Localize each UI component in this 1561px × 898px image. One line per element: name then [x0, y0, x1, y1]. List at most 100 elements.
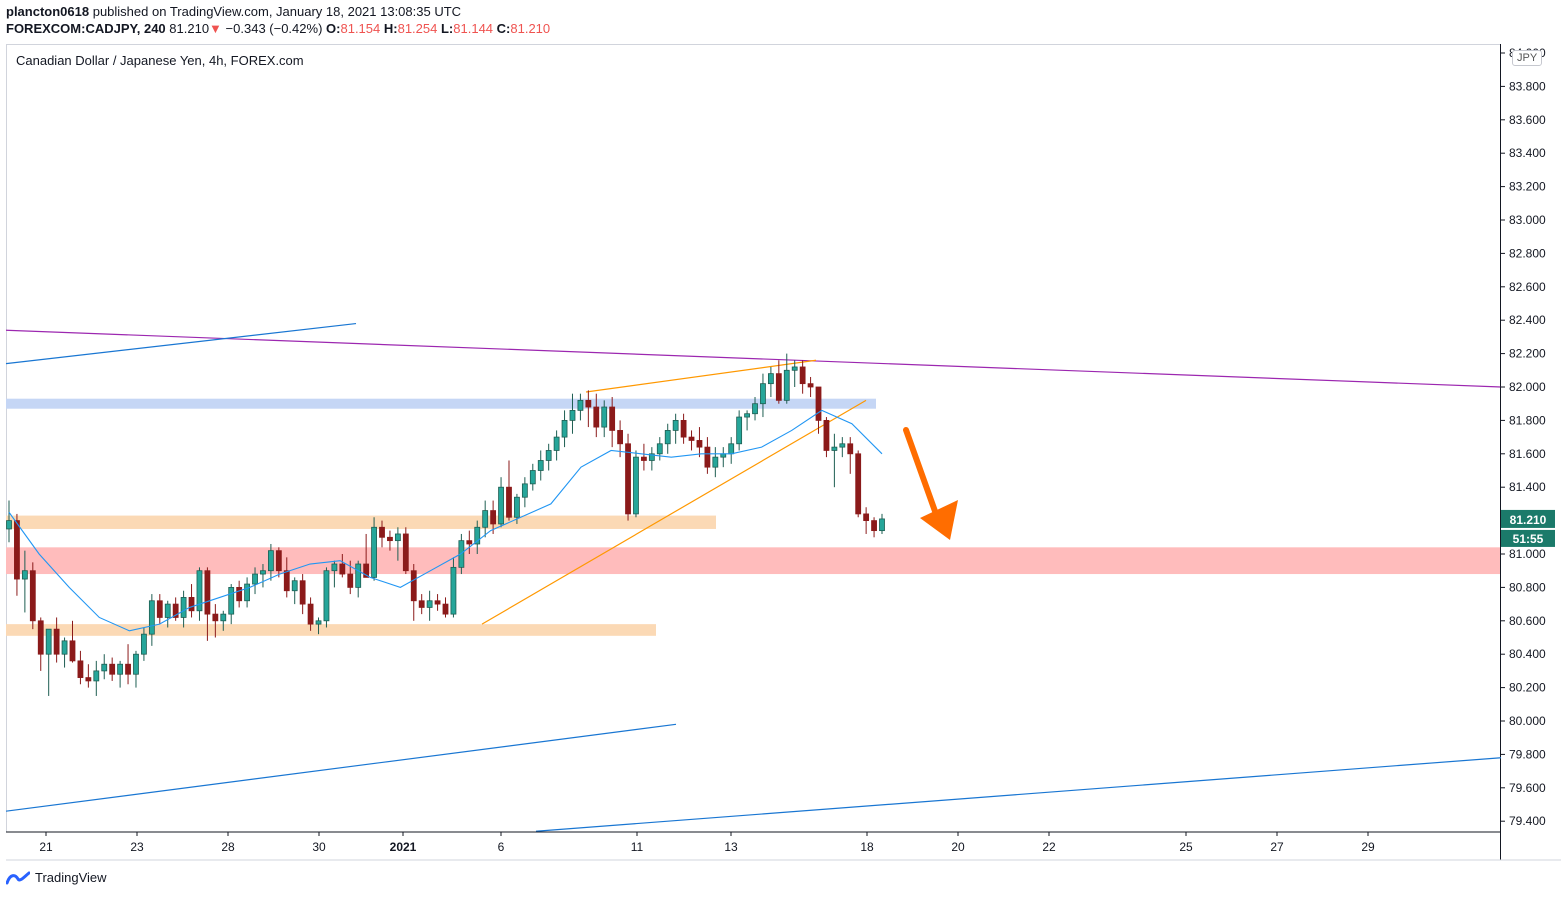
candle-body — [767, 373, 774, 385]
price-tick-label: 83.600 — [1509, 113, 1546, 127]
candle-body — [633, 456, 639, 515]
candle-body — [839, 443, 846, 448]
candle-body — [371, 526, 377, 578]
high-label: H: — [383, 21, 398, 36]
candle-body — [196, 570, 203, 612]
candle-body — [109, 663, 116, 675]
candle-body — [736, 416, 743, 445]
time-tick-label: 13 — [724, 840, 738, 854]
candle-body — [133, 653, 139, 675]
symbol-label: FOREXCOM:CADJPY, 240 — [6, 21, 166, 36]
candle-body — [323, 570, 330, 622]
candle-body — [69, 640, 76, 662]
candle-body — [37, 620, 44, 655]
candle-body — [752, 403, 758, 415]
currency-badge[interactable]: JPY — [1512, 50, 1543, 66]
time-tick-label: 27 — [1270, 840, 1284, 854]
price-tick-label: 83.800 — [1509, 79, 1546, 93]
candle-body — [791, 366, 798, 371]
price-tick-label: 80.400 — [1509, 647, 1546, 661]
candle-body — [220, 613, 227, 622]
wedge-lower-line — [481, 399, 867, 625]
chart-pane[interactable] — [6, 44, 1501, 832]
time-tick-label: 29 — [1361, 840, 1375, 854]
candle-body — [148, 600, 155, 635]
open-value: 81.154 — [340, 21, 381, 36]
candle-body — [744, 413, 750, 418]
footer-brand[interactable]: TradingView — [6, 870, 107, 885]
candle-body — [53, 628, 60, 655]
candle-body — [85, 677, 92, 682]
candle-body — [212, 613, 219, 622]
candle-body — [593, 406, 600, 428]
candle-body — [728, 443, 735, 455]
candle-body — [863, 513, 870, 521]
lower-channel-line — [535, 757, 1502, 832]
low-value: 81.144 — [453, 21, 494, 36]
candle-body — [871, 520, 877, 532]
candle-body — [466, 540, 473, 545]
candle-body — [680, 419, 687, 438]
time-tick-label: 2021 — [390, 840, 417, 854]
publisher-line: plancton0618 published on TradingView.co… — [6, 4, 461, 19]
candle-body — [704, 446, 711, 468]
candle-body — [585, 399, 592, 408]
candle-body — [402, 533, 409, 572]
candle-body — [815, 386, 822, 421]
candle-body — [6, 520, 12, 530]
chart-legend: Canadian Dollar / Japanese Yen, 4h, FORE… — [16, 53, 304, 68]
footer-brand-label: TradingView — [35, 870, 107, 885]
candle-body — [267, 550, 274, 572]
candle-body — [188, 597, 195, 612]
candle-body — [521, 483, 528, 498]
time-tick-label: 22 — [1042, 840, 1056, 854]
candle-body — [339, 563, 346, 575]
open-label: O: — [326, 21, 341, 36]
candle-body — [450, 566, 457, 615]
time-tick-label: 21 — [39, 840, 53, 854]
price-axis[interactable] — [1500, 44, 1561, 860]
candle-body — [672, 419, 679, 431]
candle-body — [77, 660, 84, 678]
candle-body — [775, 373, 782, 401]
candle-body — [156, 600, 163, 618]
candle-body — [696, 440, 703, 448]
moving-average-line — [8, 409, 883, 632]
candle-body — [307, 603, 314, 625]
candle-body — [688, 436, 695, 441]
resistance-zone-blue — [6, 398, 876, 409]
candle-body — [394, 533, 401, 542]
candle-body — [545, 450, 552, 461]
candle-body — [442, 603, 449, 615]
candle-body — [363, 563, 370, 578]
candle-body — [204, 570, 211, 615]
candle-body — [29, 570, 36, 622]
price-tick-label: 80.800 — [1509, 580, 1546, 594]
candle-body — [514, 496, 520, 518]
candle-body — [561, 419, 568, 438]
candle-body — [347, 573, 354, 588]
down-arrow-icon: ▼ — [209, 21, 222, 36]
candle-body — [506, 486, 512, 518]
candle-body — [490, 510, 497, 525]
candle-body — [474, 526, 481, 545]
price-tick-label: 83.400 — [1509, 146, 1546, 160]
candle-body — [331, 563, 338, 572]
candle-body — [260, 570, 266, 575]
candle-body — [831, 446, 838, 451]
publisher-name: plancton0618 — [6, 4, 90, 19]
time-tick-label: 30 — [312, 840, 326, 854]
wedge-upper-line — [585, 359, 817, 393]
candle-body — [537, 460, 544, 471]
price-tick-label: 81.600 — [1509, 447, 1546, 461]
support-zone-orange-upper — [6, 515, 716, 529]
candle-body — [379, 526, 385, 538]
price-tick-label: 82.600 — [1509, 280, 1546, 294]
candle-body — [799, 366, 806, 385]
candle-body — [117, 663, 124, 675]
candle-body — [760, 383, 766, 405]
price-tick-label: 82.000 — [1509, 380, 1546, 394]
candle-body — [601, 406, 608, 428]
published-text: published on TradingView.com, January 18… — [92, 4, 462, 19]
